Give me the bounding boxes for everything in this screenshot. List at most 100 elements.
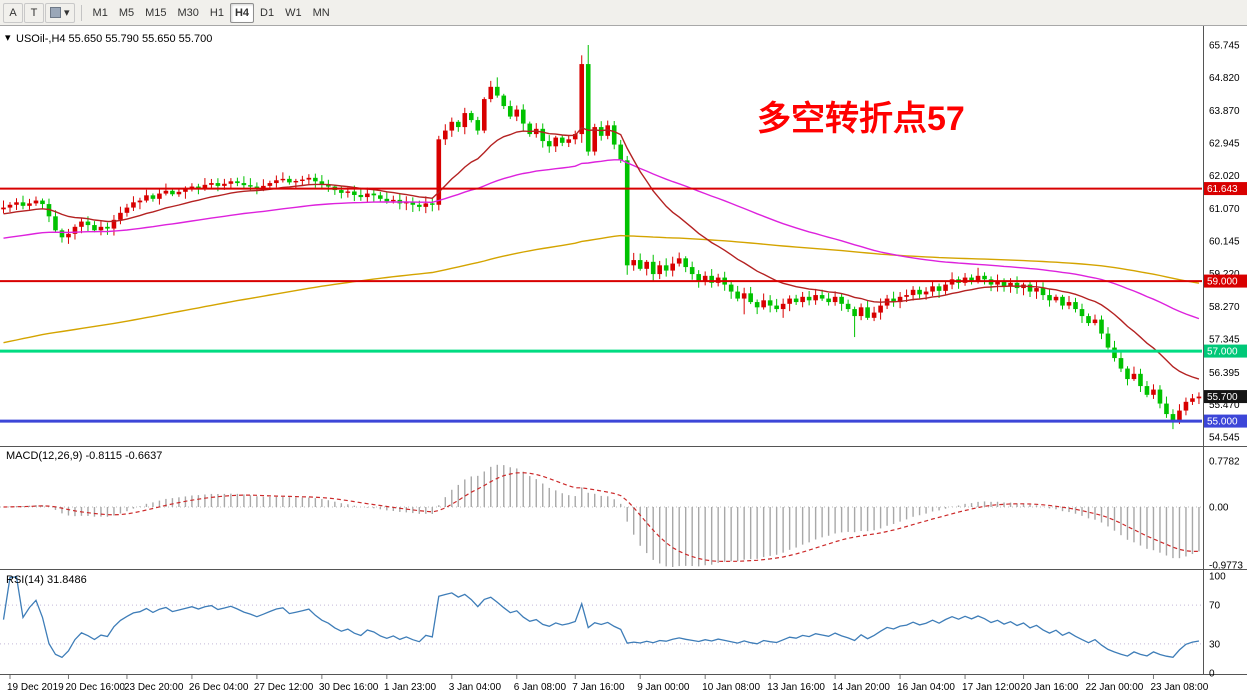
horizontal-lines-layer [0, 187, 1202, 423]
candle-body [897, 296, 903, 303]
annotation-text[interactable]: 多空转折点57 [757, 100, 965, 138]
candle-body [826, 298, 831, 303]
rsi-axis-label: 30 [1209, 639, 1221, 650]
timeframe-button-h1[interactable]: H1 [205, 3, 229, 23]
chevron-down-icon: ▾ [64, 7, 70, 19]
candle-body [183, 189, 188, 192]
grid-frame-layer [0, 26, 1247, 675]
candle-body [943, 284, 948, 291]
price-axis-label: 61.070 [1209, 204, 1240, 215]
candle-body [618, 144, 624, 161]
rsi-axis-label: 0 [1209, 669, 1215, 680]
timeframe-button-h4[interactable]: H4 [229, 2, 255, 23]
candle-body [53, 216, 58, 231]
candle-body [1014, 282, 1020, 289]
candle-body [1144, 386, 1150, 395]
candle-body [391, 199, 396, 202]
candle-body [1105, 333, 1111, 348]
toolbar-separator [80, 4, 82, 21]
candle-body [800, 296, 805, 303]
candle-body [624, 160, 630, 266]
ma-fast-red [3, 126, 1200, 380]
candle-body [1125, 368, 1130, 380]
macd-layer [0, 464, 1202, 567]
macd-indicator-label: MACD(12,26,9) -0.8115 -0.6637 [6, 450, 162, 462]
candle-body [274, 180, 279, 184]
timeframe-button-m5[interactable]: M5 [114, 3, 139, 23]
candle-body [59, 230, 65, 238]
candle-body [1092, 319, 1098, 324]
candle-body [33, 200, 39, 204]
timeframe-button-m15[interactable]: M15 [140, 3, 171, 23]
rsi-line [2, 576, 1200, 659]
candle-body [241, 183, 247, 186]
candle-body [696, 274, 701, 282]
tool-swatch-icon [50, 7, 61, 18]
candle-body [287, 178, 292, 183]
candle-body [1047, 295, 1052, 301]
price-badge-label: 55.000 [1207, 417, 1238, 428]
drawing-tool-dropdown-button[interactable]: ▾ [45, 2, 75, 23]
candle-body [254, 186, 260, 189]
price-axis-label: 64.820 [1209, 73, 1240, 84]
price-badge-55.700 [1204, 390, 1247, 404]
candle-body [663, 265, 669, 271]
price-badge-label: 61.643 [1207, 184, 1238, 195]
macd-signal-line [3, 472, 1199, 563]
candle-body [1073, 302, 1078, 310]
candle-body [871, 312, 877, 318]
price-badge-57.000 [1204, 344, 1247, 358]
candle-body [131, 202, 136, 208]
time-axis-label: 22 Jan 00:00 [1085, 682, 1143, 693]
candle-body [1027, 284, 1033, 292]
rsi-indicator-label: RSI(14) 31.8486 [6, 574, 87, 586]
time-axis-label: 27 Dec 12:00 [254, 682, 314, 693]
time-axis-label: 20 Jan 16:00 [1021, 682, 1079, 693]
candle-body [1151, 389, 1156, 395]
timeframe-button-mn[interactable]: MN [308, 3, 335, 23]
candle-body [507, 106, 513, 117]
candle-body [527, 123, 533, 135]
candle-body [819, 295, 825, 299]
candle-body [891, 298, 896, 303]
candle-body [124, 207, 130, 213]
candle-body [1138, 373, 1143, 387]
candle-body [98, 226, 104, 231]
candle-body [40, 200, 45, 205]
timeframe-button-m1[interactable]: M1 [88, 3, 113, 23]
rsi-layer [0, 576, 1202, 659]
candle-body [579, 64, 585, 135]
timeframe-button-w1[interactable]: W1 [280, 3, 307, 23]
macd-axis-label: 0.00 [1209, 503, 1229, 514]
price-axis-label: 56.395 [1209, 368, 1240, 379]
candle-body [1190, 398, 1195, 402]
candle-body [455, 121, 461, 128]
timeframe-button-m30[interactable]: M30 [173, 3, 204, 23]
candle-body [546, 141, 552, 147]
candle-body [598, 127, 604, 136]
candle-body [1099, 319, 1104, 334]
candle-body [384, 198, 390, 202]
candle-body [995, 281, 1000, 285]
candle-body [293, 180, 299, 183]
candle-body [468, 113, 474, 121]
candle-body [1, 207, 6, 210]
candle-body [806, 296, 812, 301]
candle-body [423, 203, 429, 207]
candle-body [702, 275, 708, 282]
time-axis-label: 16 Jan 04:00 [897, 682, 955, 693]
candle-body [436, 139, 442, 205]
toolbar-button-t[interactable]: T [24, 2, 44, 23]
candle-body [358, 194, 364, 198]
price-badge-label: 59.000 [1207, 277, 1238, 288]
candle-body [1034, 288, 1039, 292]
candle-body [300, 179, 305, 181]
timeframe-button-d1[interactable]: D1 [255, 3, 279, 23]
toolbar-button-a[interactable]: A [3, 2, 23, 23]
candle-body [430, 203, 435, 205]
candle-body [780, 303, 786, 310]
time-axis-label: 9 Jan 00:00 [637, 682, 690, 693]
time-axis-label: 1 Jan 23:00 [384, 682, 437, 693]
candle-body [761, 300, 766, 308]
